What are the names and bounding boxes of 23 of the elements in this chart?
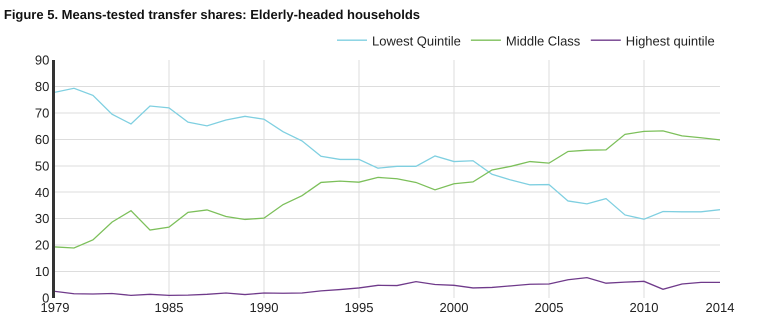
legend-label: Highest quintile (626, 33, 715, 48)
y-tick-label: 30 (34, 211, 50, 226)
x-tick-label: 2010 (630, 300, 658, 315)
y-tick-label: 10 (34, 264, 50, 280)
chart-title: Figure 5. Means-tested transfer shares: Elderly-headed households (4, 6, 420, 22)
line-series (55, 276, 720, 296)
y-tick-label: 80 (34, 78, 50, 94)
x-tick-label: 2014 (706, 300, 734, 315)
legend-label: Lowest Quintile (372, 33, 461, 48)
x-tick-label: 1990 (250, 300, 278, 315)
y-tick-label: 70 (34, 105, 50, 120)
y-tick-label: 50 (34, 158, 50, 174)
x-tick-label: 1995 (344, 300, 374, 315)
y-tick-label: 20 (34, 238, 50, 253)
x-tick-label: 2005 (534, 300, 564, 315)
y-tick-label: 60 (34, 132, 50, 147)
x-tick-label: 1985 (154, 300, 184, 315)
legend-label: Middle Class (506, 33, 581, 48)
x-tick-label: 2000 (440, 300, 468, 315)
y-tick-label: 90 (34, 52, 50, 68)
y-tick-label: 40 (34, 184, 50, 200)
line-series (55, 130, 720, 249)
line-series (55, 88, 720, 220)
